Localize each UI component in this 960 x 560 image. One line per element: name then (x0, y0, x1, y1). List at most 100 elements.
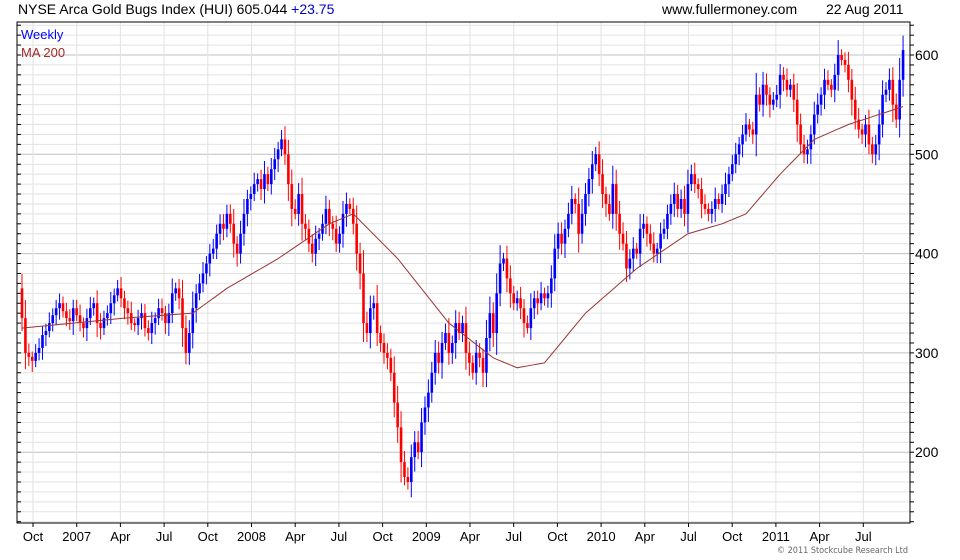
candle-up (587, 179, 591, 195)
candle-down (597, 154, 601, 175)
candle-down (577, 203, 580, 234)
candle-up (532, 298, 536, 309)
candle-up (136, 318, 140, 326)
candle-up (369, 308, 372, 334)
candle-up (819, 94, 823, 105)
candle-down (95, 303, 99, 324)
candle-up (775, 94, 779, 100)
x-tick-label: 2010 (587, 529, 616, 544)
candle-down (635, 248, 638, 254)
candle-up (410, 457, 413, 482)
candle-up (461, 323, 464, 334)
chart-date: 22 Aug 2011 (826, 1, 904, 17)
candle-down (181, 298, 184, 329)
x-tick-label: Apr (635, 529, 656, 544)
candle-up (440, 342, 444, 363)
x-tick-label: Oct (722, 529, 743, 544)
candle-up (713, 198, 717, 209)
candle-up (54, 308, 58, 316)
x-tick-label: Apr (285, 529, 306, 544)
x-tick-label: Apr (460, 529, 481, 544)
candle-up (563, 228, 567, 244)
candle-down (20, 288, 24, 319)
candle-down (894, 104, 898, 120)
candle-up (242, 213, 246, 234)
candle-up (246, 198, 249, 214)
candle-up (809, 134, 813, 150)
candle-down (164, 313, 167, 324)
candle-up (864, 124, 867, 135)
candle-up (413, 442, 417, 458)
candle-down (526, 323, 529, 329)
candle-down (645, 223, 649, 234)
candle-down (24, 318, 27, 353)
candle-down (614, 184, 618, 214)
x-tick-label: Oct (198, 529, 219, 544)
title-text: NYSE Arca Gold Bugs Index (HUI) (18, 1, 233, 17)
candle-up (550, 278, 553, 294)
candle-up (188, 333, 191, 353)
candle-up (502, 258, 505, 264)
candle-down (283, 139, 287, 155)
candle-up (724, 184, 727, 195)
candle-up (898, 79, 901, 120)
candle-down (259, 179, 263, 190)
candle-up (529, 308, 533, 329)
candle-up (112, 295, 116, 304)
legend-weekly: Weekly (21, 27, 64, 42)
candle-down (184, 328, 188, 353)
candle-up (41, 335, 44, 348)
candle-up (317, 233, 321, 239)
x-tick-label: 2011 (762, 529, 790, 544)
candle-down (328, 208, 331, 224)
candle-down (799, 124, 802, 145)
x-tick-label: Oct (372, 529, 393, 544)
candle-up (570, 198, 574, 214)
candle-down (509, 278, 512, 294)
y-tick-label: 500 (915, 146, 939, 162)
candle-up (191, 308, 195, 334)
candle-up (669, 203, 673, 214)
candle-down (123, 298, 126, 309)
candle-down (785, 79, 789, 90)
x-tick-label: Oct (547, 529, 568, 544)
candle-down (437, 352, 440, 363)
candle-up (225, 213, 229, 229)
candle-up (205, 263, 208, 274)
candle-down (355, 223, 358, 254)
candle-up (474, 352, 478, 373)
candle-down (126, 308, 130, 314)
site-link[interactable]: www.fullermoney.com (662, 1, 798, 17)
candle-up (71, 308, 75, 322)
candle-down (867, 124, 871, 145)
candle-up (823, 79, 826, 95)
candle-down (358, 253, 362, 274)
candle-up (37, 347, 41, 353)
candle-up (170, 293, 174, 314)
candle-up (140, 313, 143, 319)
candle-up (812, 114, 816, 135)
candle-down (235, 243, 239, 254)
candle-up (877, 124, 881, 145)
candle-up (273, 159, 277, 170)
candle-down (505, 258, 509, 279)
candle-down (512, 293, 516, 304)
candle-down (543, 293, 546, 299)
candle-up (567, 213, 570, 229)
candle-up (256, 179, 259, 185)
candle-up (433, 352, 437, 373)
candle-up (372, 303, 376, 309)
candle-down (857, 119, 860, 130)
candle-down (471, 362, 475, 373)
candle-down (351, 208, 355, 224)
candle-down (362, 273, 365, 324)
candle-up (881, 94, 884, 125)
x-tick-label: Jul (680, 529, 697, 544)
candle-down (625, 243, 628, 269)
candle-up (85, 318, 89, 329)
candle-up (150, 323, 154, 334)
candle-down (331, 223, 335, 229)
candle-down (403, 462, 406, 478)
candle-down (386, 352, 389, 358)
candle-up (157, 308, 160, 319)
